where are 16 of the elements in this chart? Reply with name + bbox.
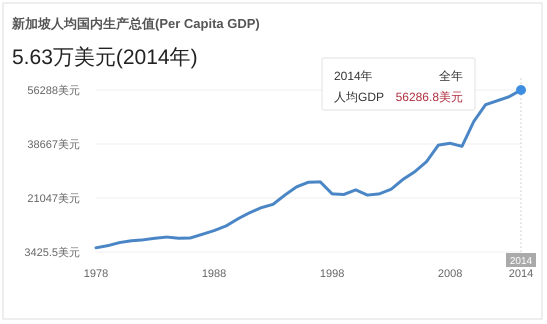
ref-line-label: 2014 (510, 256, 533, 267)
x-tick-label: 1998 (320, 268, 344, 280)
y-tick-label: 38667美元 (27, 138, 80, 151)
chart-subtitle: 5.63万美元(2014年) (12, 46, 198, 69)
x-tick-label: 1978 (84, 268, 108, 280)
x-tick-label: 2014 (508, 268, 534, 280)
annotation: 人均GDP (334, 90, 384, 104)
chart-title: 新加坡人均国内生产总值(Per Capita GDP) (11, 16, 260, 31)
y-tick-label: 3425.5美元 (24, 246, 80, 259)
annotation: 全年 (439, 69, 463, 83)
y-tick-label: 56288美元 (27, 84, 80, 97)
annotation: 2014年 (334, 69, 373, 83)
annotation: 56286.8美元 (396, 90, 463, 104)
x-tick-label: 1988 (202, 268, 226, 280)
x-tick-label: 2008 (438, 268, 462, 280)
y-tick-label: 21047美元 (27, 192, 80, 205)
